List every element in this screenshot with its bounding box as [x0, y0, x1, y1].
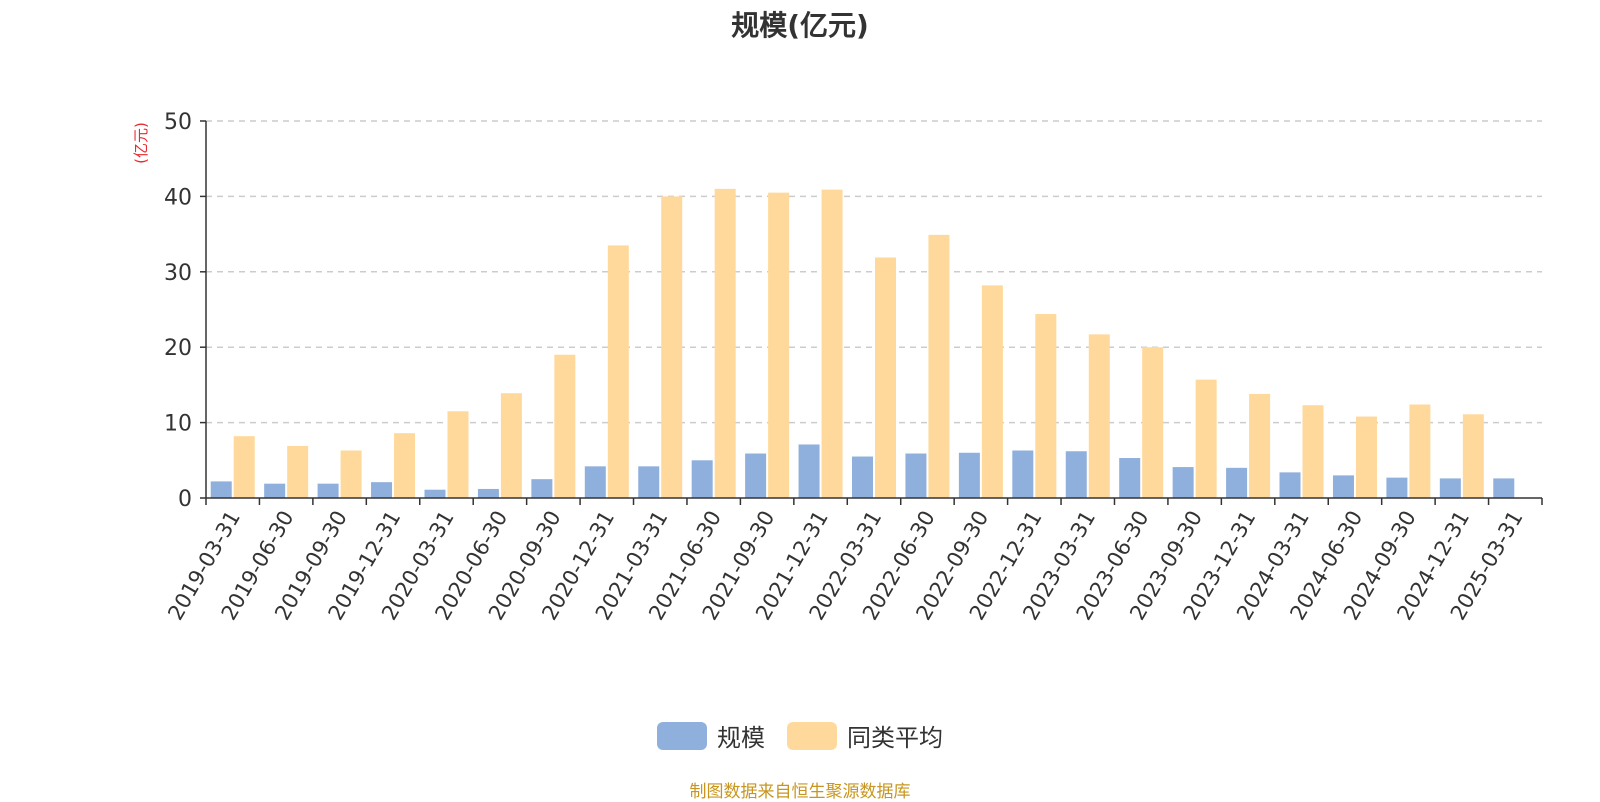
bar-peer-average-2023-09-30[interactable] — [1195, 379, 1217, 498]
bar-peer-average-2024-06-30[interactable] — [1355, 416, 1377, 498]
legend-swatch-peer-average — [787, 721, 837, 750]
legend-label-scale: 规模 — [717, 724, 765, 752]
legend-item-scale[interactable]: 规模 — [657, 718, 765, 753]
bar-peer-average-2022-06-30[interactable] — [928, 234, 950, 498]
y-tick-label: 10 — [164, 412, 192, 437]
chart-title: 规模(亿元) — [731, 9, 869, 42]
bar-peer-average-2023-12-31[interactable] — [1249, 393, 1271, 498]
bar-scale-2021-12-31[interactable] — [798, 444, 820, 498]
x-tick-labels: 2019-03-312019-06-302019-09-302019-12-31… — [163, 507, 1527, 625]
bar-peer-average-2021-09-30[interactable] — [768, 192, 790, 498]
bar-scale-2019-06-30[interactable] — [264, 483, 286, 498]
bar-peer-average-2024-03-31[interactable] — [1302, 405, 1324, 498]
bar-scale-2024-03-31[interactable] — [1279, 472, 1301, 498]
bar-peer-average-2019-06-30[interactable] — [287, 445, 309, 498]
bar-peer-average-2020-03-31[interactable] — [447, 411, 469, 498]
bar-scale-2023-12-31[interactable] — [1226, 467, 1248, 498]
bar-scale-2022-03-31[interactable] — [852, 456, 873, 498]
bar-scale-2023-06-30[interactable] — [1119, 458, 1141, 498]
bar-scale-2020-06-30[interactable] — [477, 488, 499, 498]
bar-peer-average-2023-06-30[interactable] — [1142, 347, 1164, 498]
source-footer: 制图数据来自恒生聚源数据库 — [689, 782, 911, 802]
bar-peer-average-2022-03-31[interactable] — [875, 257, 896, 498]
y-tick-labels: 0 10 20 30 40 50 — [164, 110, 192, 512]
bar-scale-2020-09-30[interactable] — [531, 479, 553, 498]
bar-peer-average-2021-03-31[interactable] — [661, 196, 683, 498]
bar-scale-2021-09-30[interactable] — [745, 453, 767, 498]
y-tick-label: 20 — [164, 336, 192, 361]
gridlines — [206, 120, 1542, 424]
bar-scale-2019-12-31[interactable] — [371, 482, 393, 498]
bar-peer-average-2020-09-30[interactable] — [554, 354, 576, 498]
bar-scale-2024-12-31[interactable] — [1439, 478, 1461, 498]
bar-peer-average-2023-03-31[interactable] — [1088, 334, 1110, 498]
bar-peer-average-2022-09-30[interactable] — [981, 285, 1003, 498]
bar-peer-average-2020-06-30[interactable] — [500, 393, 522, 498]
bars — [210, 188, 1515, 499]
bar-peer-average-2024-12-31[interactable] — [1462, 414, 1484, 498]
bar-scale-2021-03-31[interactable] — [638, 466, 660, 498]
bar-scale-2024-06-30[interactable] — [1332, 475, 1354, 498]
bar-scale-2020-12-31[interactable] — [584, 466, 606, 498]
bar-scale-2023-09-30[interactable] — [1172, 467, 1194, 498]
bar-peer-average-2019-03-31[interactable] — [233, 436, 255, 498]
bar-peer-average-2024-09-30[interactable] — [1409, 404, 1431, 498]
bar-peer-average-2020-12-31[interactable] — [607, 245, 629, 498]
legend-item-peer-average[interactable]: 同类平均 — [787, 718, 943, 753]
bar-peer-average-2021-06-30[interactable] — [714, 188, 736, 499]
legend: 规模 同类平均 — [0, 718, 1600, 753]
bar-scale-2023-03-31[interactable] — [1065, 451, 1087, 498]
y-tick-label: 40 — [164, 185, 192, 210]
bar-scale-2022-12-31[interactable] — [1012, 450, 1034, 498]
bar-scale-2024-09-30[interactable] — [1386, 477, 1408, 498]
bar-peer-average-2019-12-31[interactable] — [394, 433, 416, 498]
bar-peer-average-2021-12-31[interactable] — [821, 189, 843, 498]
y-tick-label: 30 — [164, 261, 192, 286]
bar-scale-2019-03-31[interactable] — [210, 481, 232, 498]
y-tick-label: 0 — [178, 487, 192, 512]
bar-peer-average-2019-09-30[interactable] — [340, 450, 362, 498]
legend-label-peer-average: 同类平均 — [847, 724, 943, 752]
legend-swatch-scale — [657, 721, 707, 750]
bar-scale-2022-06-30[interactable] — [905, 453, 927, 498]
bar-scale-2020-03-31[interactable] — [424, 489, 446, 498]
bar-scale-2021-06-30[interactable] — [691, 460, 713, 498]
y-tick-label: 50 — [164, 110, 192, 135]
bar-scale-2019-09-30[interactable] — [317, 483, 339, 498]
y-axis-label: (亿元) — [132, 122, 150, 164]
axes — [200, 120, 1543, 505]
bar-peer-average-2022-12-31[interactable] — [1035, 314, 1057, 498]
bar-scale-2025-03-31[interactable] — [1493, 478, 1515, 498]
bar-scale-2022-09-30[interactable] — [958, 452, 980, 498]
